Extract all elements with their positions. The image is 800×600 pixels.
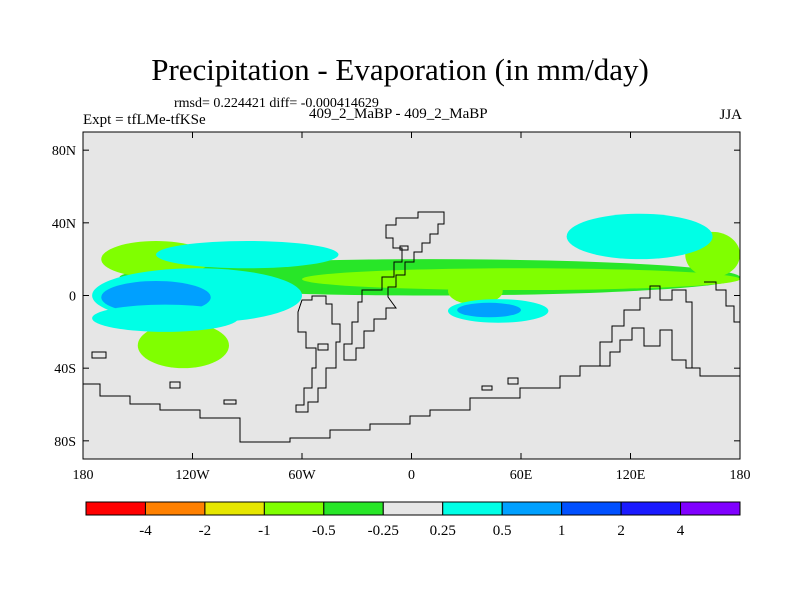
x-tick-label-5: 120E xyxy=(616,468,646,483)
experiment-label: Expt = tfLMe-tfKSe xyxy=(83,112,206,128)
field-region-10 xyxy=(156,241,339,269)
coastline-australia xyxy=(600,327,700,369)
field-region-11 xyxy=(566,213,713,260)
x-tick-label-3: 0 xyxy=(408,468,415,483)
coastline-maritime xyxy=(704,281,740,323)
colorbar-label-8: 2 xyxy=(617,523,625,539)
y-tick-label-3: 40S xyxy=(54,362,76,377)
colorbar-label-2: -1 xyxy=(258,523,271,539)
colorbar-label-9: 4 xyxy=(677,523,685,539)
field-region-9 xyxy=(457,302,521,318)
y-tick-label-0: 80N xyxy=(52,144,76,159)
colorbar-label-7: 1 xyxy=(558,523,566,539)
field-region-3 xyxy=(137,322,229,369)
runs-label: 409_2_MaBP - 409_2_MaBP xyxy=(309,106,488,122)
axes: 180 120W 60W 0 60E 120E 180 80N 40N 0 40S 80S xyxy=(52,132,751,483)
season-label: JJA xyxy=(719,107,742,123)
colorbar-label-4: -0.25 xyxy=(368,523,399,539)
colorbar-swatch-0 xyxy=(85,501,146,516)
colorbar: -4 -2 -1 -0.5 -0.25 0.25 0.5 1 2 4 xyxy=(85,501,741,539)
colorbar-swatch-4 xyxy=(323,501,384,516)
y-tick-label-4: 80S xyxy=(54,435,76,450)
colorbar-swatch-3 xyxy=(263,501,325,516)
coastline-africa xyxy=(343,211,445,361)
colorbar-label-6: 0.5 xyxy=(493,523,512,539)
colorbar-swatch-1 xyxy=(144,501,206,516)
colorbar-label-3: -0.5 xyxy=(312,523,336,539)
field-region-4 xyxy=(448,277,503,305)
y-tick-label-2: 0 xyxy=(69,290,76,305)
stats-label: rmsd= 0.224421 diff= -0.000414629 xyxy=(174,96,379,111)
colorbar-swatch-10 xyxy=(680,501,741,516)
colorbar-label-0: -4 xyxy=(139,523,152,539)
field-layer xyxy=(92,213,740,369)
chart-title: Precipitation - Evaporation (in mm/day) xyxy=(151,52,649,87)
colorbar-swatch-7 xyxy=(501,501,563,516)
field-region-12 xyxy=(92,304,239,332)
coastline-islands xyxy=(91,245,519,405)
coastline-layer xyxy=(83,211,740,443)
x-tick-label-2: 60W xyxy=(288,468,316,483)
field-region-1 xyxy=(302,268,740,291)
x-tick-label-0: 180 xyxy=(73,468,94,483)
y-tick-label-1: 40N xyxy=(52,217,76,232)
x-tick-label-4: 60E xyxy=(510,468,533,483)
colorbar-label-1: -2 xyxy=(199,523,212,539)
coastline-antarctica xyxy=(83,285,740,443)
colorbar-swatch-9 xyxy=(620,501,682,516)
coastline-south-america xyxy=(295,295,341,413)
colorbar-swatch-5 xyxy=(382,501,444,516)
colorbar-swatch-2 xyxy=(204,501,265,516)
colorbar-swatch-6 xyxy=(442,501,503,516)
x-tick-label-1: 120W xyxy=(175,468,210,483)
colorbar-label-5: 0.25 xyxy=(430,523,456,539)
colorbar-swatch-8 xyxy=(561,501,622,516)
x-tick-label-6: 180 xyxy=(730,468,751,483)
